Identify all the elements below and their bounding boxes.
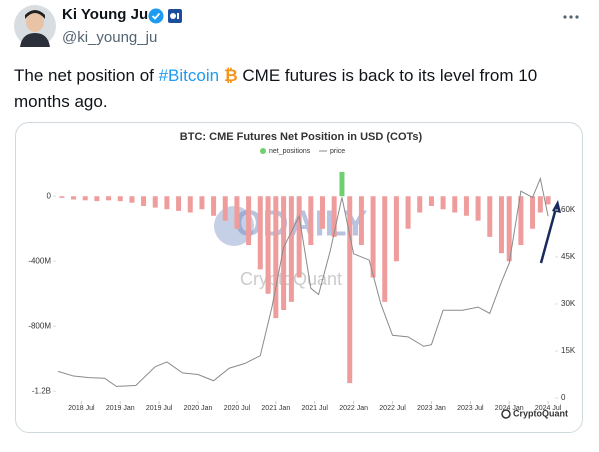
badges xyxy=(148,8,182,24)
legend-swatch xyxy=(260,148,266,154)
y-tick-label: -400M xyxy=(28,256,51,265)
arrow-head xyxy=(552,200,561,213)
bar xyxy=(358,196,364,245)
bar xyxy=(117,196,123,202)
bar xyxy=(487,196,493,237)
bar xyxy=(339,171,345,197)
x-tick-label: 2022 Jul xyxy=(379,405,406,412)
chart-title: BTC: CME Futures Net Position in USD (CO… xyxy=(180,131,423,143)
x-tick-label: 2024 Jan xyxy=(495,405,524,412)
x-tick-label: 2021 Jan xyxy=(261,405,290,412)
y2-tick-label: 0 xyxy=(561,393,566,402)
author-name[interactable]: Ki Young Ju xyxy=(62,6,149,23)
chart: BTC: CME Futures Net Position in USD (CO… xyxy=(28,131,576,419)
bar xyxy=(440,196,446,210)
x-tick-label: 2019 Jan xyxy=(106,405,135,412)
bar xyxy=(106,196,112,201)
text: CME futures is back to its level from 10… xyxy=(14,66,538,111)
bar xyxy=(463,196,469,216)
x-tick-label: 2022 Jan xyxy=(339,405,368,412)
bar xyxy=(331,196,337,237)
legend-label: net_positions xyxy=(269,148,311,155)
bar xyxy=(281,196,287,310)
bar xyxy=(518,196,524,245)
bar xyxy=(537,196,543,213)
bar xyxy=(222,196,228,221)
tweet-text: The net position of #Bitcoin ₿ CME futur… xyxy=(14,63,584,115)
x-tick-label: 2023 Jan xyxy=(417,405,446,412)
brand: CryptoQuant xyxy=(513,408,568,418)
bar xyxy=(257,196,263,270)
bar xyxy=(393,196,399,262)
bar xyxy=(475,196,481,221)
bar xyxy=(506,196,512,262)
bar xyxy=(82,196,88,201)
hashtag[interactable]: #Bitcoin xyxy=(158,66,220,85)
x-tick-label: 2023 Jul xyxy=(457,405,484,412)
bar xyxy=(199,196,205,210)
y2-tick-label: 30K xyxy=(561,299,576,308)
bar xyxy=(428,196,434,206)
media-card[interactable]: BTC: CME Futures Net Position in USD (CO… xyxy=(15,122,583,433)
x-tick-label: 2020 Jul xyxy=(224,405,251,412)
bar xyxy=(452,196,458,213)
bar xyxy=(141,196,147,206)
y-tick-label: 0 xyxy=(47,191,52,200)
avatar[interactable] xyxy=(14,5,56,47)
bar xyxy=(129,196,135,203)
y2-tick-label: 60K xyxy=(561,205,576,214)
bar xyxy=(265,196,271,294)
bar xyxy=(530,196,536,229)
bar xyxy=(296,196,302,278)
emoji: ₿ xyxy=(223,66,238,85)
bar xyxy=(405,196,411,229)
x-tick-label: 2018 Jul xyxy=(68,405,95,412)
y2-tick-label: 45K xyxy=(561,252,576,261)
y-tick-label: -1.2B xyxy=(32,386,51,395)
brand-logo xyxy=(501,409,511,419)
author-handle[interactable]: @ki_young_ju xyxy=(62,29,158,46)
bar xyxy=(71,196,77,200)
bar xyxy=(417,196,423,213)
bar xyxy=(176,196,182,211)
bar xyxy=(94,196,100,202)
bar xyxy=(320,196,326,229)
y-tick-label: -800M xyxy=(28,321,51,330)
x-tick-label: 2021 Jul xyxy=(301,405,328,412)
bar xyxy=(164,196,170,210)
bar xyxy=(211,196,217,216)
x-tick-label: 2024 Jul xyxy=(535,405,562,412)
bar xyxy=(382,196,388,302)
price-line xyxy=(57,176,549,387)
bar xyxy=(187,196,193,213)
bar xyxy=(246,196,252,245)
bar xyxy=(59,196,65,198)
more-menu[interactable] xyxy=(562,14,580,20)
bar xyxy=(498,196,504,254)
bar xyxy=(234,196,240,229)
x-tick-label: 2020 Jan xyxy=(184,405,213,412)
bar xyxy=(288,196,294,302)
y2-tick-label: 15K xyxy=(561,346,576,355)
bar xyxy=(152,196,158,208)
x-tick-label: 2019 Jul xyxy=(146,405,173,412)
bar xyxy=(347,196,353,384)
annotation-arrow xyxy=(539,207,558,264)
bar xyxy=(545,196,551,205)
bar xyxy=(370,196,376,278)
legend-label: price xyxy=(330,148,345,155)
bar xyxy=(273,196,279,319)
bar xyxy=(308,196,314,245)
text: The net position of xyxy=(14,66,159,85)
